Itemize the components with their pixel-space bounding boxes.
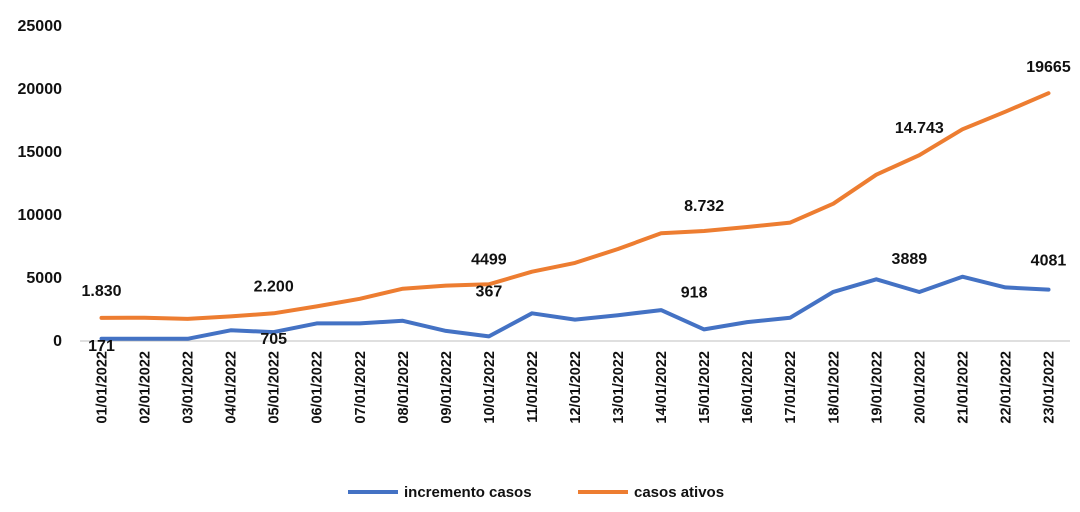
x-tick-label: 02/01/2022: [138, 351, 154, 424]
data-label: 705: [260, 331, 287, 348]
x-tick-label: 11/01/2022: [525, 351, 541, 423]
x-tick-label: 13/01/2022: [611, 351, 627, 424]
x-tick-label: 17/01/2022: [783, 351, 799, 424]
y-tick-label: 0: [53, 333, 62, 350]
x-tick-label: 18/01/2022: [826, 351, 842, 424]
x-tick-label: 04/01/2022: [224, 351, 240, 424]
x-axis: 01/01/2022 02/01/2022 03/01/2022 04/01/2022…: [80, 340, 1070, 424]
x-tick-label: 01/01/2022: [95, 351, 111, 424]
data-label: 14.743: [895, 120, 944, 137]
x-tick-label: 19/01/2022: [869, 351, 885, 424]
series-layer: [99, 91, 1051, 341]
data-label: 1.830: [81, 283, 121, 300]
x-tick-label: 15/01/2022: [697, 351, 713, 424]
legend: incremento casos casos ativos: [348, 484, 724, 501]
x-tick-label: 22/01/2022: [998, 351, 1014, 424]
data-label: 171: [88, 338, 115, 355]
x-tick-label: 05/01/2022: [267, 351, 283, 424]
x-tick-label: 20/01/2022: [912, 351, 928, 424]
y-tick-label: 5000: [26, 270, 62, 287]
data-label: 367: [476, 283, 503, 300]
x-tick-label: 08/01/2022: [396, 351, 412, 424]
x-tick-label: 14/01/2022: [654, 351, 670, 424]
y-tick-label: 20000: [18, 81, 63, 98]
x-tick-label: 23/01/2022: [1041, 351, 1057, 424]
data-label: 4081: [1031, 253, 1067, 270]
series-line-incremento-casos: [99, 274, 1051, 341]
data-label: 918: [681, 284, 708, 301]
legend-label: incremento casos: [404, 484, 532, 501]
data-label: 2.200: [254, 278, 294, 295]
legend-label: casos ativos: [634, 484, 724, 501]
series-line-casos-ativos: [99, 91, 1051, 321]
x-tick-label: 07/01/2022: [353, 351, 369, 424]
x-tick-label: 21/01/2022: [955, 351, 971, 424]
y-tick-label: 15000: [18, 144, 63, 161]
y-tick-label: 25000: [18, 18, 63, 35]
x-tick-label: 09/01/2022: [439, 351, 455, 424]
x-tick-label: 12/01/2022: [568, 351, 584, 424]
x-tick-label: 03/01/2022: [181, 351, 197, 424]
y-axis: 0 5000 10000 15000 20000 25000: [18, 18, 63, 350]
data-label: 3889: [892, 251, 928, 268]
x-tick-label: 06/01/2022: [310, 351, 326, 424]
x-tick-label: 10/01/2022: [482, 351, 498, 424]
data-label: 4499: [471, 251, 507, 268]
data-label: 19665: [1026, 59, 1071, 76]
y-tick-label: 10000: [18, 207, 63, 224]
data-label: 8.732: [684, 198, 724, 215]
data-labels: 171 705 367 918 3889 4081 1.830 2.200 4499 8.732 1…: [81, 59, 1070, 355]
x-tick-label: 16/01/2022: [740, 351, 756, 424]
